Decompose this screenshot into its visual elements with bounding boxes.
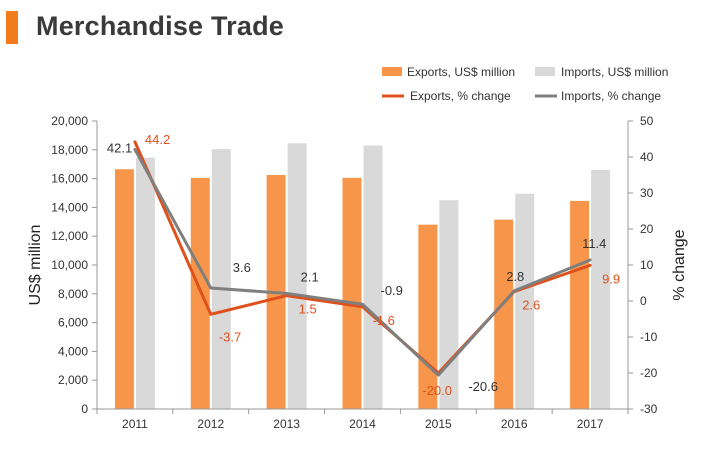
left-y-axis-title: US$ million	[27, 225, 44, 306]
exports-change-label-2016: 2.6	[522, 298, 540, 313]
imports-bar-2013	[287, 143, 307, 409]
imports-bar-2016	[515, 193, 535, 409]
left-y-tick-label: 4,000	[58, 344, 88, 358]
legend-exports-line-label: Exports, % change	[410, 89, 511, 103]
x-tick-label-2014: 2014	[349, 417, 376, 431]
exports-change-label-2011: 44.2	[145, 132, 170, 147]
left-y-tick-label: 14,000	[51, 200, 88, 214]
left-y-tick-label: 16,000	[51, 172, 88, 186]
right-y-tick-label: 50	[640, 114, 654, 128]
exports-change-label-2013: 1.5	[299, 302, 317, 317]
x-tick-label-2011: 2011	[122, 417, 148, 431]
page-title: Merchandise Trade	[36, 11, 284, 41]
x-tick-label-2016: 2016	[501, 417, 528, 431]
x-tick-label-2017: 2017	[577, 417, 604, 431]
left-y-tick-label: 10,000	[51, 258, 88, 272]
left-y-tick-label: 0	[81, 402, 88, 416]
imports-bar-2011	[135, 157, 155, 409]
legend-imports-bar-label: Imports, US$ million	[561, 65, 668, 79]
exports-bar-2016	[494, 219, 514, 409]
legend-imports-bar-swatch	[535, 67, 555, 76]
right-y-tick-label: 20	[640, 222, 654, 236]
legend-exports-bar-label: Exports, US$ million	[407, 65, 515, 79]
right-y-tick-label: 0	[640, 294, 647, 308]
legend-exports-bar-swatch	[382, 67, 402, 76]
imports-bar-2012	[211, 149, 231, 409]
imports-change-label-2013: 2.1	[301, 269, 319, 284]
imports-bar-2017	[591, 169, 611, 409]
imports-change-label-2016: 2.8	[506, 269, 524, 284]
left-y-tick-label: 18,000	[51, 143, 88, 157]
right-y-tick-label: 30	[640, 186, 654, 200]
imports-bar-2014	[363, 145, 383, 410]
legend-imports-line-label: Imports, % change	[561, 89, 661, 103]
exports-bar-2015	[418, 224, 438, 409]
imports-change-label-2015: -20.6	[468, 379, 498, 394]
left-y-tick-label: 12,000	[51, 229, 88, 243]
x-tick-label-2015: 2015	[425, 417, 452, 431]
right-y-tick-label: 40	[640, 150, 654, 164]
imports-change-label-2011: 42.1	[107, 140, 132, 155]
imports-change-label-2014: -0.9	[381, 283, 403, 298]
title-accent-marker	[6, 11, 18, 44]
imports-bar-2015	[439, 200, 459, 409]
left-y-tick-label: 6,000	[58, 316, 88, 330]
title-bar: Merchandise Trade	[0, 0, 705, 56]
exports-bar-2011	[114, 169, 134, 409]
right-y-tick-label: -20	[640, 366, 658, 380]
exports-change-label-2017: 9.9	[602, 271, 620, 286]
exports-change-label-2014: -1.6	[373, 313, 395, 328]
imports-change-label-2017: 11.4	[582, 236, 606, 251]
exports-bar-2017	[570, 200, 590, 409]
x-tick-label-2013: 2013	[273, 417, 300, 431]
left-y-tick-label: 8,000	[58, 287, 88, 301]
x-tick-label-2012: 2012	[197, 417, 224, 431]
exports-change-label-2015: -20.0	[422, 383, 452, 398]
left-y-tick-label: 20,000	[51, 114, 88, 128]
right-y-tick-label: -10	[640, 330, 658, 344]
right-y-tick-label: 10	[640, 258, 654, 272]
exports-change-label-2012: -3.7	[219, 329, 241, 344]
right-y-axis-title: % change	[671, 229, 688, 300]
imports-change-label-2012: 3.6	[233, 260, 251, 275]
right-y-tick-label: -30	[640, 402, 658, 416]
left-y-tick-label: 2,000	[58, 373, 88, 387]
exports-bar-2014	[342, 177, 362, 409]
imports-change-line	[133, 147, 592, 377]
